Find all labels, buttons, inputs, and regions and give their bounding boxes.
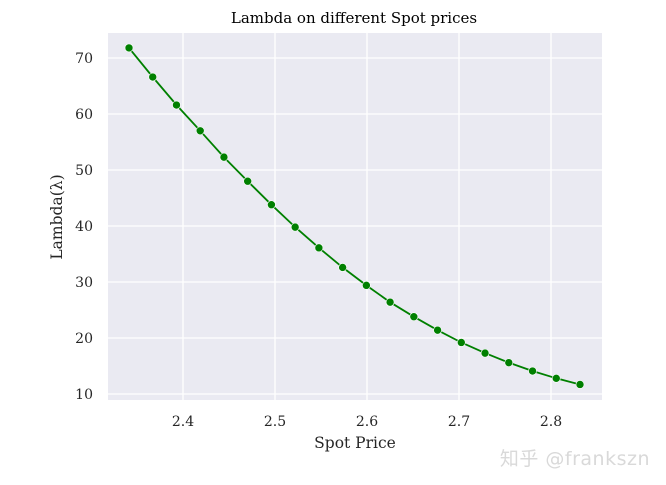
data-point-marker [385, 297, 395, 307]
plot-area [108, 33, 602, 400]
y-axis-ticks: 10 20 30 40 50 60 70 [75, 51, 93, 403]
data-point-marker [124, 43, 134, 53]
x-axis-label: Spot Price [314, 434, 396, 452]
data-point-marker [480, 348, 490, 358]
data-point-marker [314, 243, 324, 253]
y-tick-label: 20 [75, 331, 93, 347]
x-tick-label: 2.4 [172, 414, 194, 430]
data-point-marker [551, 374, 561, 383]
x-axis-ticks: 2.4 2.5 2.6 2.7 2.8 [172, 414, 562, 430]
data-point-marker [243, 176, 252, 186]
data-point-marker [362, 281, 371, 290]
x-tick-label: 2.5 [264, 414, 286, 430]
y-tick-label: 50 [75, 163, 93, 179]
data-point-marker [338, 263, 347, 272]
data-point-marker [267, 200, 276, 210]
y-tick-label: 40 [75, 219, 93, 235]
data-point-marker [148, 72, 158, 82]
data-point-marker [219, 152, 229, 162]
chart-title: Lambda on different Spot prices [231, 9, 477, 27]
data-point-marker [457, 338, 466, 347]
data-point-marker [433, 325, 442, 335]
data-point-marker [504, 358, 514, 367]
y-axis-label: Lambda(λ) [48, 174, 66, 259]
x-tick-label: 2.6 [356, 414, 378, 430]
data-point-marker [195, 126, 205, 136]
data-point-marker [528, 366, 537, 376]
watermark: 知乎 @frankszn [499, 448, 650, 470]
data-point-marker [575, 380, 585, 389]
data-point-marker [409, 312, 419, 322]
grid-lines [108, 33, 602, 400]
data-series [124, 43, 585, 389]
y-tick-label: 30 [75, 275, 93, 291]
data-point-marker [172, 100, 181, 110]
x-tick-label: 2.8 [540, 414, 562, 430]
y-tick-label: 70 [75, 51, 93, 67]
y-tick-label: 10 [75, 387, 93, 403]
y-tick-label: 60 [75, 107, 93, 123]
data-point-marker [290, 222, 300, 232]
x-tick-label: 2.7 [448, 414, 470, 430]
